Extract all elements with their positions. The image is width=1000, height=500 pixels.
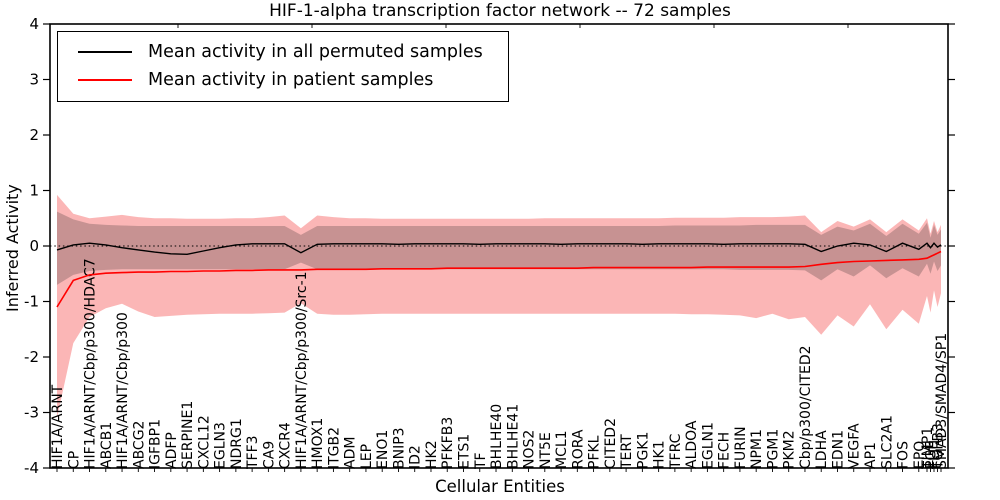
permuted-line-swatch [78, 51, 132, 53]
x-category-label: NOS2 [522, 430, 538, 469]
x-category-label: HMOX1 [310, 418, 326, 469]
x-category-label: BHLHE41 [505, 404, 521, 469]
x-category-label: SERPINE1 [180, 401, 196, 469]
x-category-label: TERT [619, 434, 635, 470]
y-ticks [43, 23, 955, 469]
x-category-label: LDHA [814, 430, 830, 469]
x-category-label: NT5E [538, 432, 554, 469]
x-category-label: Cbp/p300/CITED2 [798, 345, 814, 469]
y-tick-label: 3 [29, 71, 39, 89]
x-category-label: ETS1 [457, 434, 473, 469]
x-category-label: CA9 [261, 441, 277, 469]
x-category-label-cluster: PGF [924, 442, 940, 469]
legend-item-patient: Mean activity in patient samples [68, 66, 498, 94]
x-category-label-cluster: TGFB3 [931, 423, 947, 470]
x-category-label: FECH [717, 432, 733, 469]
x-category-labels: HIF1A/ARNT CP HIF1A/ARNT/Cbp/p300/HDAC7 ABC… [50, 258, 950, 470]
y-tick-labels: 4 3 2 1 0 -1 -2 -3 -4 [24, 15, 39, 477]
x-category-label: PFKFB3 [440, 417, 456, 469]
x-axis-label: Cellular Entities [435, 477, 565, 496]
x-category-label: TFRC [668, 433, 684, 470]
x-category-label: LEP [359, 444, 375, 469]
x-category-label: EGLN3 [213, 422, 229, 469]
legend-label-permuted: Mean activity in all permuted samples [148, 42, 483, 62]
y-tick-label: 0 [29, 237, 39, 255]
x-category-label: HIF1A/ARNT/Cbp/p300/HDAC7 [83, 258, 99, 469]
x-category-label: ID2 [408, 445, 424, 469]
x-category-label: ABCB1 [99, 422, 115, 469]
x-category-label: CITED2 [603, 418, 619, 469]
legend-label-patient: Mean activity in patient samples [148, 70, 434, 90]
x-category-label: EDN1 [831, 430, 847, 469]
x-category-label: PKM2 [782, 430, 798, 469]
x-category-label: EPO [912, 441, 928, 469]
x-category-label: HIF1A/ARNT/Cbp/p300/Src-1 [294, 271, 310, 469]
x-category-label: PGK1 [635, 432, 651, 469]
x-category-label: RORA [570, 429, 586, 469]
x-category-label: HK2 [424, 440, 440, 469]
x-category-label: VEGFA [847, 423, 863, 469]
x-category-label: EGLN1 [700, 422, 716, 469]
x-category-label: ADM [343, 437, 359, 469]
y-tick-label: 1 [29, 182, 39, 200]
x-category-label: NPM1 [749, 429, 765, 469]
x-category-label-cluster: SMAD3/SMAD4/SP1 [934, 333, 950, 469]
legend-box: Mean activity in all permuted samples Me… [57, 31, 509, 102]
x-category-label: FURIN [733, 426, 749, 469]
x-category-label: AP1 [863, 442, 879, 469]
patient-line-swatch [78, 79, 132, 81]
x-category-label: HK1 [652, 440, 668, 469]
x-category-label: ENO1 [375, 430, 391, 469]
x-category-label: BHLHE40 [489, 404, 505, 469]
x-category-label: FOS [896, 441, 912, 469]
chart-title: HIF-1-alpha transcription factor network… [269, 1, 731, 21]
x-category-label: CXCL12 [196, 415, 212, 469]
y-tick-label: -1 [24, 293, 39, 311]
x-category-label: IGFBP1 [148, 419, 164, 469]
x-category-label: SLC2A1 [879, 415, 895, 469]
y-tick-label: -2 [24, 348, 39, 366]
x-category-label: BNIP3 [392, 427, 408, 469]
x-category-label: MCL1 [554, 430, 570, 469]
legend-item-permuted: Mean activity in all permuted samples [68, 38, 498, 66]
x-category-label: TFF3 [245, 435, 261, 470]
y-tick-label: -3 [24, 404, 39, 422]
patient-ci-band [57, 194, 941, 418]
x-category-label: PFKL [587, 435, 603, 469]
x-category-label: HIF1A/ARNT [50, 384, 66, 469]
permuted-mean-line [56, 242, 942, 256]
x-category-label: ADFP [164, 432, 180, 469]
patient-mean-line [56, 250, 942, 308]
x-category-label: NDRG1 [229, 418, 245, 469]
y-tick-label: -4 [24, 459, 39, 477]
x-category-label: CXCR4 [278, 422, 294, 469]
x-category-label: HIF1A/ARNT/Cbp/p300 [115, 312, 131, 469]
x-category-label: CP [66, 451, 82, 469]
y-axis-label: Inferred Activity [3, 184, 22, 312]
x-ticks [56, 24, 942, 472]
x-category-label-cluster: TIMP1 [920, 427, 936, 470]
x-category-label: ALDOA [684, 420, 700, 469]
y-tick-label: 4 [29, 15, 39, 33]
x-category-label-cluster: FLT1 [927, 438, 943, 469]
x-category-label: PGM1 [765, 429, 781, 469]
x-category-label: ITGB2 [326, 427, 342, 469]
x-category-label: ABCG2 [131, 421, 147, 469]
y-tick-label: 2 [29, 126, 39, 144]
x-category-label: TF [473, 452, 489, 470]
